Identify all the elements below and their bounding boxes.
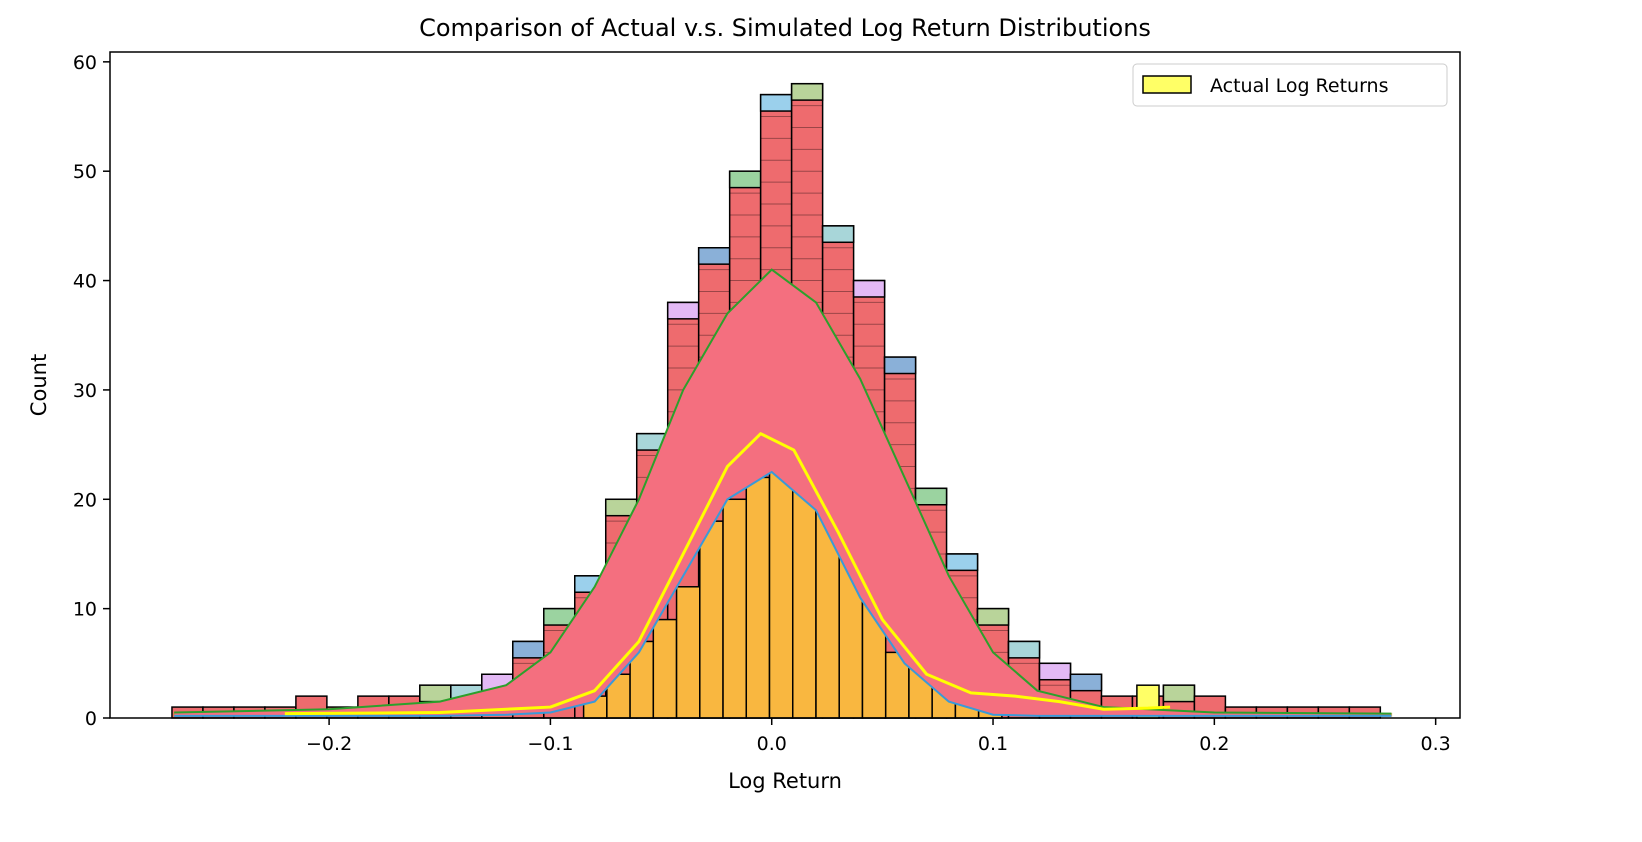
y-tick-label: 20 [73, 489, 97, 511]
x-tick-label: 0.1 [978, 733, 1008, 755]
x-tick-label: −0.1 [527, 733, 573, 755]
chart-title: Comparison of Actual v.s. Simulated Log … [419, 14, 1151, 42]
y-tick-label: 10 [73, 599, 97, 621]
y-axis-label: Count [27, 354, 51, 416]
simulated-bar-top [852, 279, 886, 298]
x-axis-label: Log Return [728, 769, 842, 793]
actual-bar [791, 476, 817, 719]
simulated-bar-top [790, 82, 824, 101]
y-tick-label: 30 [73, 380, 97, 402]
legend-patch [1142, 75, 1192, 94]
simulated-bar-top [1038, 662, 1072, 681]
legend: Actual Log Returns [1132, 63, 1448, 107]
axes-frame [109, 51, 1461, 719]
actual-bar [652, 618, 678, 719]
simulated-bar-top [976, 607, 1010, 626]
simulated-bar-top [1069, 673, 1103, 692]
simulated-bar-top [666, 301, 700, 320]
actual-bar [768, 465, 794, 719]
actual-bar [722, 498, 748, 719]
simulated-bar-top [1007, 640, 1041, 659]
actual-bar [699, 520, 724, 719]
simulated-bar-top [697, 247, 731, 265]
simulated-bar-top [759, 93, 793, 112]
x-tick-label: 0.0 [757, 733, 787, 755]
x-tick-label: 0.3 [1421, 733, 1451, 755]
x-tick-label: −0.2 [306, 733, 352, 755]
simulated-bar-top [512, 640, 545, 659]
y-axis: 0 10 20 30 40 50 60 [73, 52, 110, 730]
x-axis: −0.2 −0.1 0.0 0.1 0.2 0.3 [306, 718, 1451, 755]
y-tick-label: 60 [73, 52, 97, 74]
legend-label: Actual Log Returns [1210, 75, 1389, 97]
simulated-bar-top [821, 225, 855, 244]
plot-area [171, 82, 1393, 719]
simulated-bar-top [945, 553, 979, 572]
simulated-bar-top [728, 170, 762, 189]
simulated-kde-curve [174, 470, 1392, 717]
actual-kde-curve [284, 432, 1171, 716]
x-tick-label: 0.2 [1199, 733, 1229, 755]
simulated-bar-top [883, 356, 917, 375]
y-tick-label: 40 [73, 271, 97, 293]
actual-bar [675, 586, 701, 719]
y-tick-label: 50 [73, 161, 97, 183]
simulated-bar-top [1162, 684, 1196, 703]
simulated-kde-curve [174, 268, 1392, 715]
y-tick-label: 0 [85, 708, 97, 730]
legend-box [1132, 63, 1448, 107]
actual-bar [745, 476, 771, 719]
simulated-bar-top [914, 487, 948, 506]
